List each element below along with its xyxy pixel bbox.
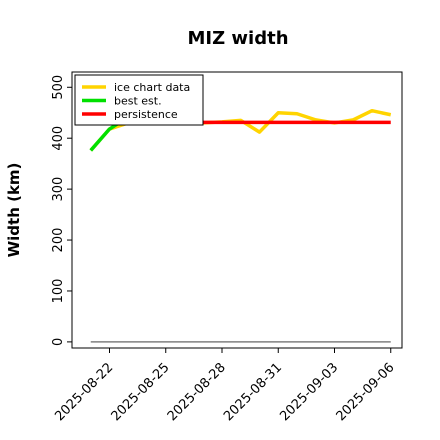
y-tick-label: 0: [51, 338, 66, 346]
y-tick-label: 300: [51, 177, 66, 202]
y-tick-label: 100: [51, 279, 66, 304]
legend-label-persistence: persistence: [114, 108, 178, 121]
legend-label-ice-chart-data: ice chart data: [114, 81, 190, 94]
y-tick-label: 400: [51, 126, 66, 151]
plot-frame: [71, 71, 403, 349]
legend-label-best-est: best est.: [114, 95, 162, 108]
y-axis-label: Width (km): [5, 163, 23, 258]
y-tick-label: 200: [51, 228, 66, 253]
chart-title: MIZ width: [187, 28, 288, 49]
y-tick-label: 500: [51, 75, 66, 100]
